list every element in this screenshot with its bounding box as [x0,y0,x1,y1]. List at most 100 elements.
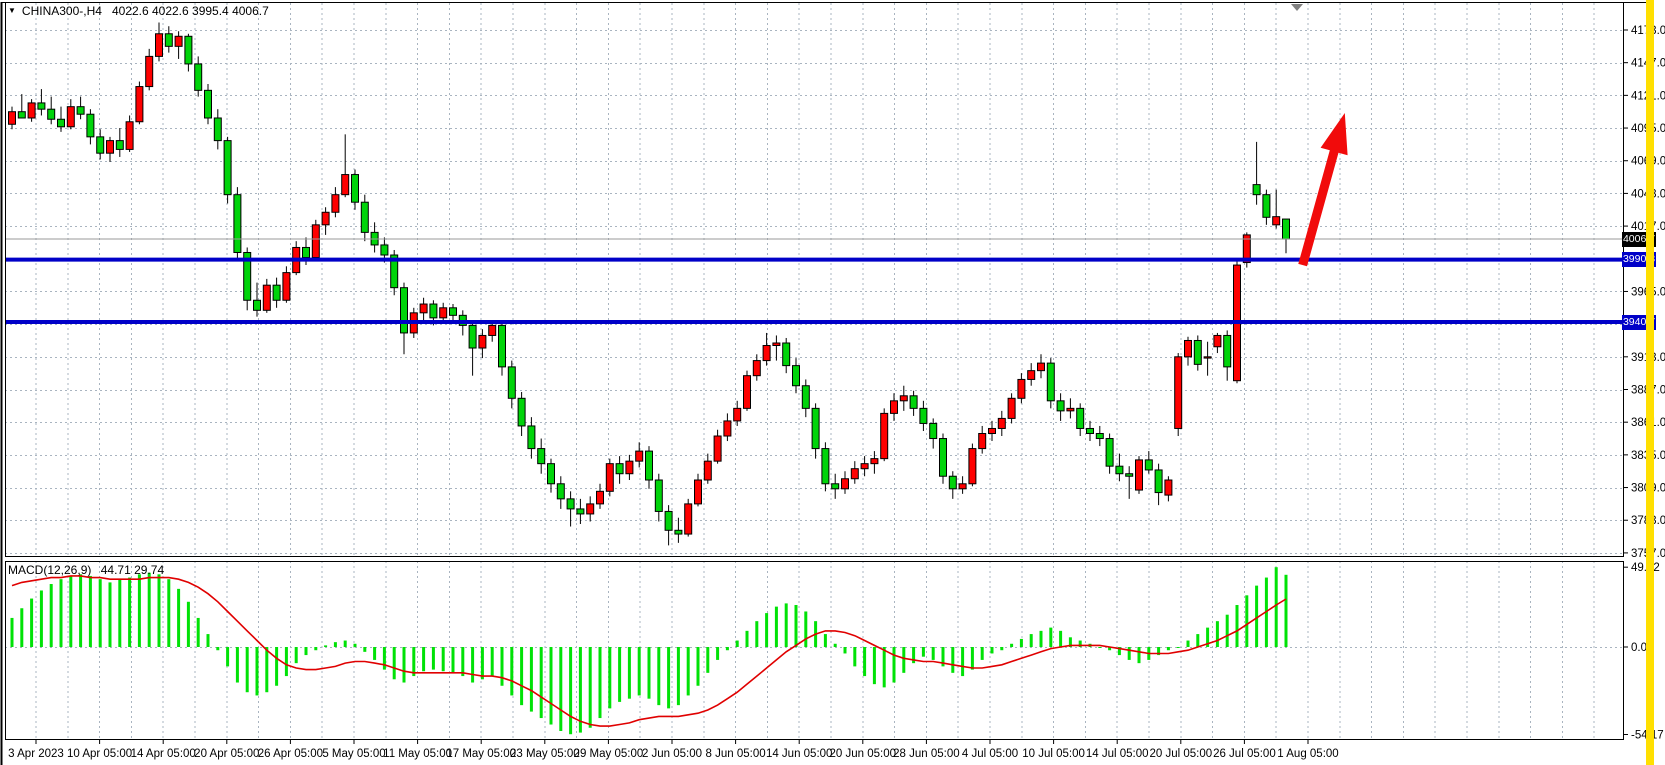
macd-label: MACD(12,26,9) [8,563,92,577]
bear-candle [213,117,222,142]
time-tick-label: 14 Jul 05:00 [1086,748,1149,760]
bull-candle [282,272,291,301]
bear-candle [498,324,506,368]
bull-candle [125,121,134,150]
bear-candle [86,113,95,138]
support-resistance-lines[interactable] [5,257,1623,325]
window-edge-highlight [1646,0,1654,765]
bear-candle [664,510,673,531]
bear-candle [556,483,565,500]
bull-candle [841,478,849,490]
time-tick-label: 14 Jun 05:00 [766,748,833,760]
bull-candle [743,375,751,409]
bear-candle [1154,469,1163,494]
bull-candle [419,303,428,314]
macd-histogram [10,567,1288,735]
bear-candle [537,448,546,465]
time-tick-label: 17 May 05:00 [446,748,516,760]
bull-candle [684,503,693,535]
bear-candle [1046,362,1055,402]
bear-candle [204,89,212,119]
bear-candle [1115,465,1124,475]
bear-candle [811,407,820,450]
bear-candle [615,463,624,475]
bear-candle [527,425,536,450]
bear-candle [184,35,193,65]
bear-candle [1095,432,1104,440]
symbol-dropdown-icon[interactable]: ▼ [8,6,16,15]
bear-candle [17,111,26,119]
bear-candle [566,498,575,510]
candlesticks[interactable] [8,22,1290,546]
bear-candle [115,140,124,150]
bull-candle [145,55,154,88]
bull-candle [968,448,977,485]
bull-candle [958,483,967,490]
time-tick-label: 26 Apr 05:00 [258,748,323,760]
bull-candle [331,194,340,213]
time-tick-label: 1 Aug 05:00 [1277,748,1338,760]
bear-candle [390,254,399,289]
bull-candle [135,86,144,123]
time-tick-label: 5 May 05:00 [322,748,385,760]
bear-candle [223,140,232,196]
bear-candle [1223,334,1232,368]
bear-candle [449,307,457,316]
bear-candle [939,438,947,477]
bear-candle [674,529,683,535]
time-tick-label: 14 Apr 05:00 [131,748,196,760]
bear-candle [645,450,653,481]
time-tick-label: 23 May 05:00 [510,748,580,760]
bull-candle [1135,459,1143,491]
bull-candle [1174,356,1183,429]
bear-candle [821,448,830,485]
time-tick-label: 20 Jun 05:00 [830,748,897,760]
bear-candle [400,287,408,334]
bull-candle [733,407,742,422]
time-tick-label: 20 Jul 05:00 [1149,748,1212,760]
bull-candle [311,224,320,259]
bear-candle [1125,473,1134,477]
bull-candle [262,284,271,311]
bull-candle [978,432,987,450]
bull-candle [8,111,16,125]
time-tick-label: 11 May 05:00 [383,748,452,760]
bull-candle [1184,339,1192,358]
bear-candle [1252,184,1261,196]
bear-candle [360,201,369,233]
bear-candle [1144,459,1153,471]
bear-candle [380,244,389,256]
bull-candle [27,102,36,119]
bear-candle [1076,407,1085,429]
bull-candle [439,307,448,319]
bull-candle [870,458,879,465]
bull-candle [762,345,771,362]
bear-candle [429,303,438,319]
bear-candle [1056,400,1065,412]
bull-candle [155,33,163,57]
bear-candle [76,106,85,115]
bear-candle [351,174,359,203]
bull-candle [694,479,702,505]
bear-candle [801,385,810,409]
bull-candle [752,360,761,377]
bull-candle [321,211,330,226]
bear-candle [576,508,585,515]
time-tick-label: 29 May 05:00 [574,748,644,760]
trend-arrow[interactable] [1298,113,1348,267]
bull-candle [635,450,644,462]
bull-candle [478,334,487,349]
ohlc-values-label: 4022.6 4022.6 3995.4 4006.7 [111,4,269,18]
bull-candle [890,400,898,414]
bear-candle [468,324,477,349]
chart-shift-marker[interactable] [1291,4,1303,11]
bull-candle [860,463,869,470]
bull-candle [341,174,350,196]
price-axis[interactable]: 4173.04147.04121.04095.04069.04043.04017… [1623,25,1665,741]
bear-candle [302,246,310,259]
bear-candle [243,251,252,301]
